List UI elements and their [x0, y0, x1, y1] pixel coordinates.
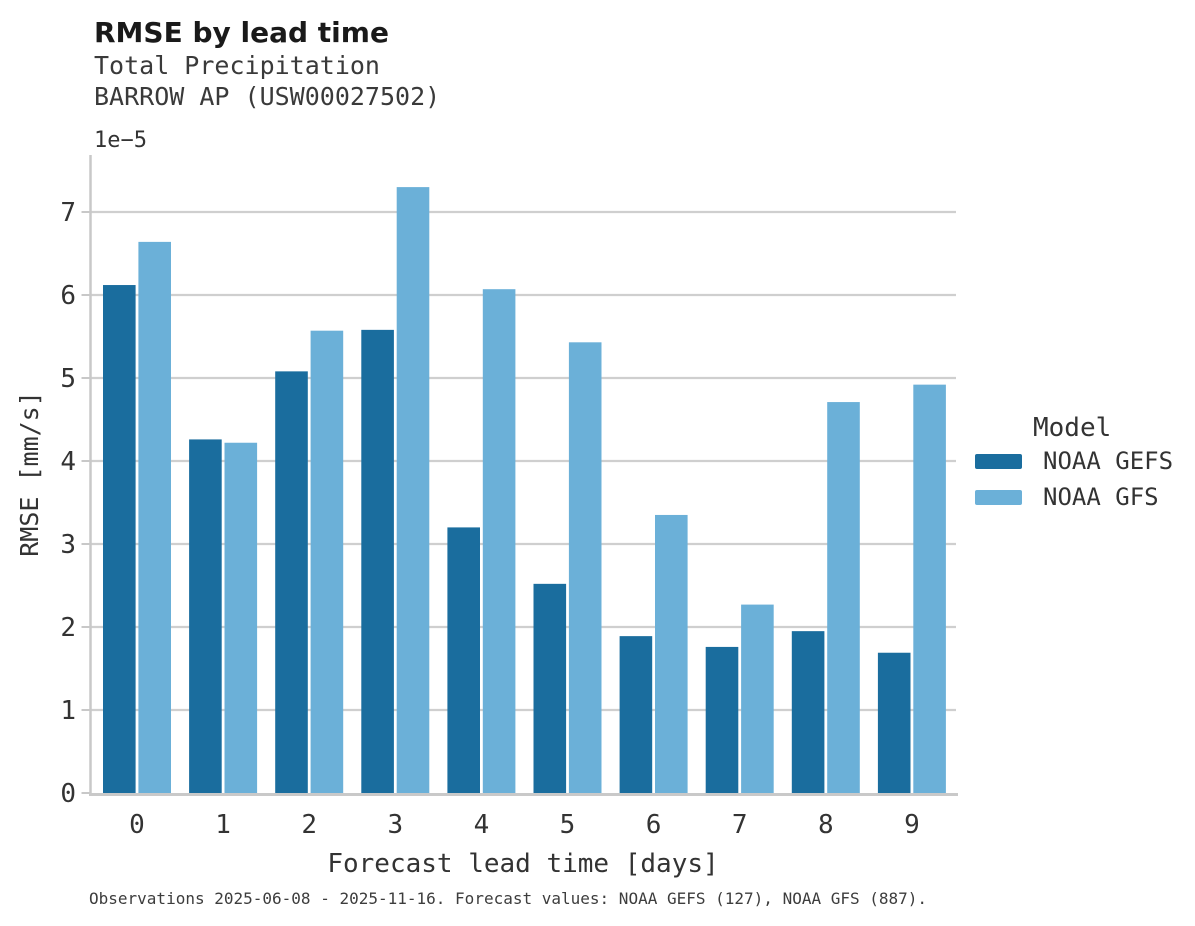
y-tick-label-4: 4 — [60, 447, 76, 477]
y-tick-label-5: 5 — [60, 364, 76, 394]
bar-day5-gefs — [533, 583, 567, 794]
y-tick-label-3: 3 — [60, 530, 76, 560]
x-tick-label-9: 9 — [904, 810, 920, 840]
bar-day9-gefs — [877, 652, 911, 794]
x-tick-label-7: 7 — [732, 810, 748, 840]
bar-day4-gefs — [447, 527, 480, 794]
subtitle-variable: Total Precipitation — [94, 51, 380, 80]
subtitle-station: BARROW AP (USW00027502) — [94, 82, 441, 111]
legend-swatch-gfs — [975, 489, 1022, 505]
legend-title: Model — [1033, 413, 1112, 443]
x-tick-label-4: 4 — [474, 810, 490, 840]
bar-day2-gfs — [310, 330, 344, 794]
chart-title: RMSE by lead time — [94, 16, 389, 49]
bar-day0-gefs — [103, 285, 136, 794]
x-axis-label: Forecast lead time [days] — [327, 849, 718, 879]
bar-layer — [103, 187, 946, 795]
bar-day8-gfs — [827, 402, 860, 794]
y-tick-label-0: 0 — [60, 779, 76, 809]
x-tick-label-0: 0 — [129, 810, 145, 840]
axis-layer: 0 1 2 3 4 5 6 7 0 1 2 3 4 5 6 7 8 9 — [60, 155, 958, 840]
x-tick-label-6: 6 — [646, 810, 662, 840]
bar-day5-gfs — [568, 342, 602, 794]
bar-day4-gfs — [482, 289, 516, 794]
bar-day7-gfs — [741, 604, 774, 794]
x-tick-label-5: 5 — [560, 810, 576, 840]
bar-day8-gefs — [791, 631, 825, 794]
bar-day3-gefs — [361, 329, 394, 794]
y-tick-label-2: 2 — [60, 613, 76, 643]
bar-day6-gfs — [655, 514, 688, 794]
bar-day2-gefs — [275, 371, 308, 794]
bar-day1-gfs — [224, 442, 258, 794]
y-axis-label: RMSE [mm/s] — [15, 391, 44, 557]
legend-entry-gfs: NOAA GFS — [975, 482, 1159, 512]
legend-entry-gefs: NOAA GEFS — [975, 446, 1173, 476]
bar-day7-gefs — [705, 646, 739, 794]
y-axis-offset-label: 1e−5 — [94, 128, 147, 153]
x-tick-label-8: 8 — [818, 810, 834, 840]
x-tick-label-1: 1 — [215, 810, 231, 840]
x-tick-label-3: 3 — [387, 810, 403, 840]
bar-day3-gfs — [396, 187, 430, 795]
chart-subtitle: Total Precipitation BARROW AP (USW000275… — [94, 50, 440, 112]
y-tick-label-1: 1 — [60, 696, 76, 726]
y-tick-label-6: 6 — [60, 281, 76, 311]
legend-label-gefs: NOAA GEFS — [1043, 447, 1174, 475]
bar-day6-gefs — [619, 636, 653, 794]
legend-label-gfs: NOAA GFS — [1043, 483, 1159, 511]
legend-swatch-gefs — [975, 453, 1022, 469]
footnote-caption: Observations 2025-06-08 - 2025-11-16. Fo… — [89, 889, 928, 908]
bar-day0-gfs — [138, 241, 171, 794]
bar-day1-gefs — [189, 439, 222, 794]
y-tick-label-7: 7 — [60, 198, 76, 228]
x-tick-label-2: 2 — [301, 810, 317, 840]
bar-day9-gfs — [913, 384, 946, 794]
